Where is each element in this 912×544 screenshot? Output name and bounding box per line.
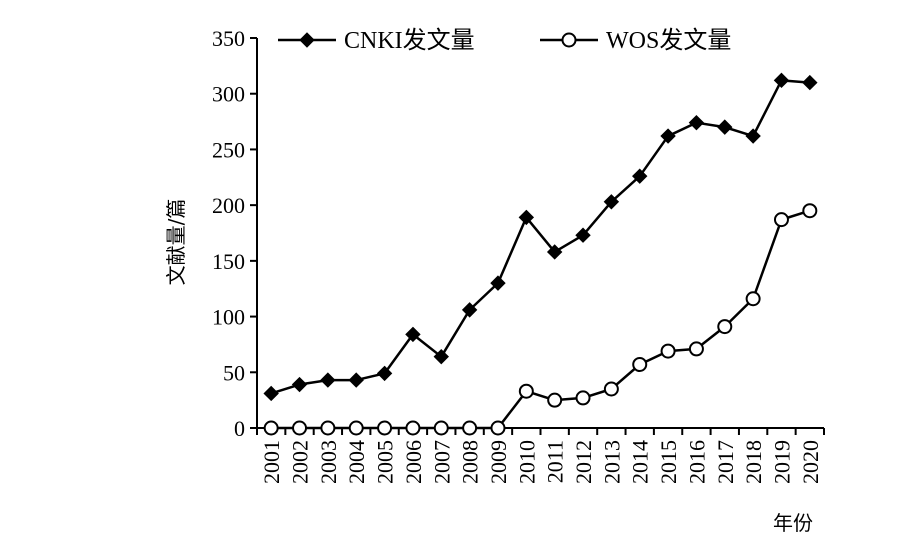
x-tick-label: 2004 <box>344 440 369 484</box>
series-1 <box>263 72 818 402</box>
data-point <box>745 291 761 307</box>
data-point <box>547 392 563 408</box>
data-point <box>405 326 421 343</box>
data-point <box>461 302 478 318</box>
data-point <box>263 385 279 402</box>
x-tick-label: 2020 <box>798 440 823 484</box>
data-point <box>717 319 733 335</box>
data-point <box>546 244 563 260</box>
data-point <box>433 420 449 436</box>
y-tick-label: 150 <box>212 249 245 274</box>
y-tick-label: 350 <box>212 26 245 51</box>
data-point <box>462 420 478 436</box>
data-point <box>405 420 421 436</box>
y-tick-label: 300 <box>212 82 245 107</box>
x-tick-label: 2014 <box>628 440 653 484</box>
x-tick-label: 2010 <box>514 440 539 484</box>
data-point <box>773 212 789 228</box>
y-ticks: 0 50 100 150 200 250 300 350 <box>212 26 257 441</box>
data-point <box>632 168 648 184</box>
data-point <box>575 227 591 243</box>
data-point <box>348 420 364 436</box>
x-tick-label: 2008 <box>458 440 483 484</box>
x-ticks: 2001 2002 2003 2004 2005 2006 2007 2008 2009 2010… <box>256 428 825 484</box>
data-point <box>802 203 818 219</box>
x-tick-label: 2002 <box>288 440 313 484</box>
x-tick-label: 2009 <box>486 440 511 484</box>
legend-marker <box>299 32 315 48</box>
data-point <box>320 372 336 388</box>
x-tick-label: 2019 <box>769 440 794 484</box>
x-tick-label: 2015 <box>656 440 681 484</box>
y-tick-label: 0 <box>234 416 245 441</box>
data-point <box>688 341 704 357</box>
x-tick-label: 2003 <box>316 440 341 484</box>
data-point <box>433 348 449 365</box>
series-layer <box>263 72 818 436</box>
data-point <box>688 114 705 131</box>
x-tick-label: 2016 <box>684 440 709 484</box>
legend: CNKI发文量 WOS发文量 <box>278 27 731 54</box>
data-point <box>802 74 818 91</box>
y-tick-label: 250 <box>212 137 245 162</box>
data-point <box>660 343 676 359</box>
y-tick-label: 100 <box>212 305 245 330</box>
data-point <box>518 209 535 226</box>
data-point <box>717 119 733 135</box>
x-tick-label: 2013 <box>599 440 624 484</box>
data-point <box>518 383 534 399</box>
y-tick-label: 50 <box>223 360 245 385</box>
data-point <box>263 420 279 436</box>
legend-label: WOS发文量 <box>606 27 731 54</box>
y-axis-title: 文献量/篇 <box>164 199 188 286</box>
x-tick-label: 2011 <box>543 440 568 483</box>
data-point <box>291 376 308 393</box>
data-point <box>320 420 336 436</box>
data-point <box>745 128 761 144</box>
x-tick-label: 2007 <box>429 440 454 484</box>
legend-item: WOS发文量 <box>540 27 731 54</box>
x-tick-label: 2001 <box>259 440 284 484</box>
x-tick-label: 2006 <box>401 440 426 484</box>
data-point <box>773 72 790 89</box>
data-point <box>490 275 506 291</box>
data-point <box>660 128 676 144</box>
x-tick-label: 2012 <box>571 440 596 484</box>
series-line <box>271 209 811 430</box>
x-tick-label: 2005 <box>373 440 398 484</box>
legend-marker <box>561 32 577 48</box>
data-point <box>376 365 393 382</box>
x-tick-label: 2018 <box>741 440 766 484</box>
data-point <box>575 390 591 406</box>
data-point <box>292 420 308 436</box>
y-tick-label: 200 <box>212 193 245 218</box>
legend-label: CNKI发文量 <box>344 27 475 54</box>
data-point <box>603 381 619 397</box>
data-point <box>348 372 364 388</box>
data-point <box>632 356 648 372</box>
series-2 <box>263 203 818 436</box>
x-axis-title: 年份 <box>773 511 813 535</box>
legend-item: CNKI发文量 <box>278 27 475 54</box>
data-point <box>377 420 393 436</box>
data-point <box>603 194 620 210</box>
data-point <box>490 420 506 436</box>
x-tick-label: 2017 <box>713 440 738 484</box>
